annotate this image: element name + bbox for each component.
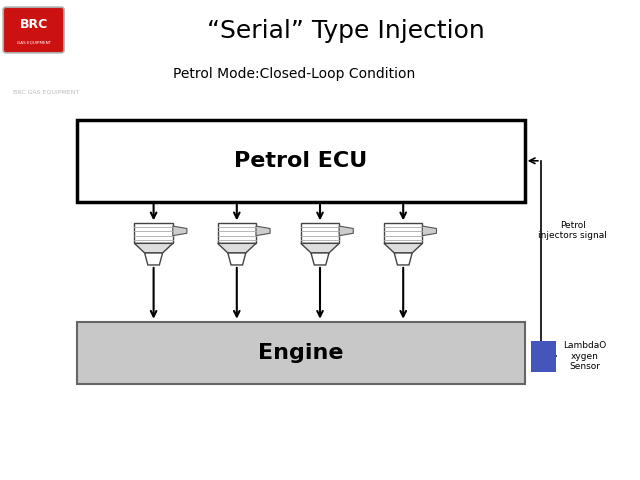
Polygon shape bbox=[301, 223, 339, 243]
Text: GAS EQUIPMENT: GAS EQUIPMENT bbox=[17, 40, 51, 44]
Polygon shape bbox=[228, 253, 246, 265]
Bar bbox=[77, 120, 525, 202]
Polygon shape bbox=[134, 223, 173, 243]
Text: BRC: BRC bbox=[20, 18, 48, 32]
Text: Petrol
injectors signal: Petrol injectors signal bbox=[538, 221, 607, 240]
Bar bbox=[77, 322, 525, 384]
Text: BRC GAS EQUIPMENT: BRC GAS EQUIPMENT bbox=[13, 90, 79, 95]
Polygon shape bbox=[134, 243, 173, 253]
Polygon shape bbox=[311, 253, 329, 265]
Polygon shape bbox=[384, 243, 422, 253]
Polygon shape bbox=[394, 253, 412, 265]
Polygon shape bbox=[218, 243, 256, 253]
Polygon shape bbox=[256, 226, 270, 236]
Polygon shape bbox=[173, 226, 187, 236]
Polygon shape bbox=[301, 243, 339, 253]
Polygon shape bbox=[384, 223, 422, 243]
Text: Petrol ECU: Petrol ECU bbox=[234, 151, 367, 171]
Text: Petrol Mode:Closed-Loop Condition: Petrol Mode:Closed-Loop Condition bbox=[173, 67, 415, 82]
Text: Engine: Engine bbox=[258, 343, 344, 363]
Polygon shape bbox=[339, 226, 353, 236]
Polygon shape bbox=[218, 223, 256, 243]
Text: LambdaO
xygen
Sensor: LambdaO xygen Sensor bbox=[563, 341, 607, 372]
Polygon shape bbox=[422, 226, 436, 236]
FancyBboxPatch shape bbox=[3, 7, 64, 53]
Bar bbox=[531, 341, 556, 372]
Text: “Serial” Type Injection: “Serial” Type Injection bbox=[207, 19, 484, 43]
Polygon shape bbox=[145, 253, 163, 265]
